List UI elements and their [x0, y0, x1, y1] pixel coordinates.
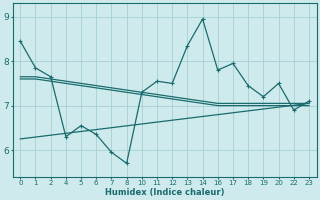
X-axis label: Humidex (Indice chaleur): Humidex (Indice chaleur) [105, 188, 224, 197]
